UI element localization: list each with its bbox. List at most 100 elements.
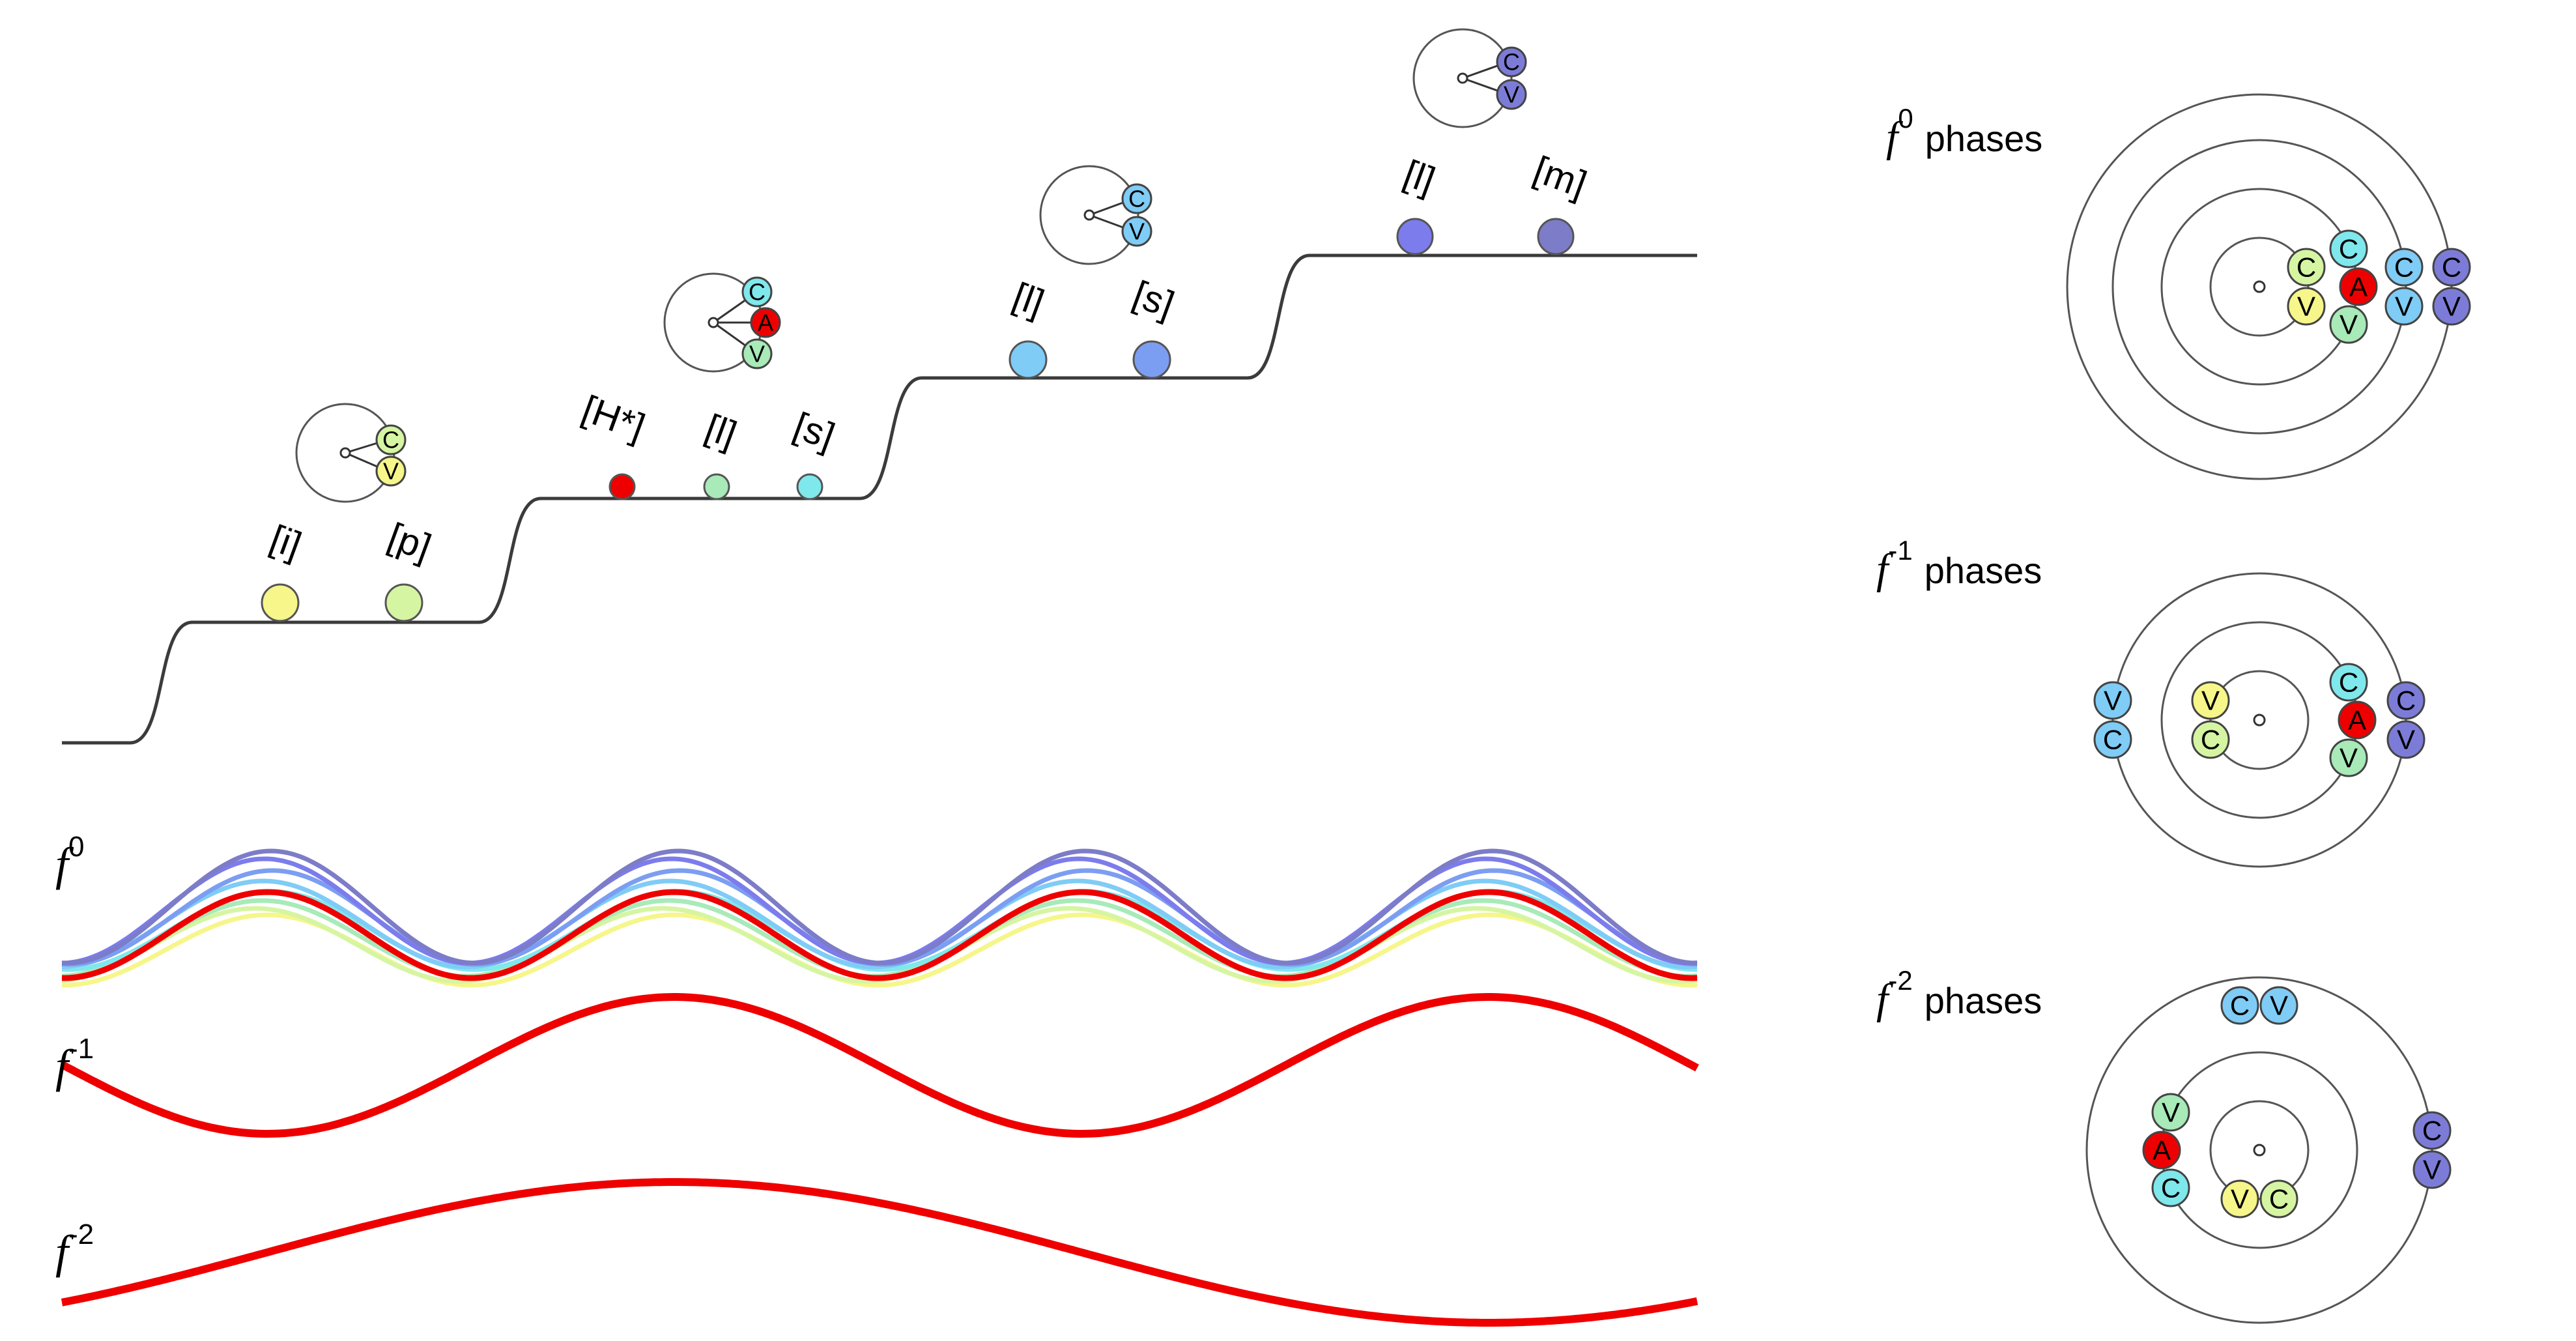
phase-bubble-c4 (2386, 681, 2426, 720)
gesture-diagrams: C V C A V C V (295, 28, 1527, 503)
phase-bubble-v3 (2384, 287, 2424, 326)
segment-label-m: [m] (1528, 148, 1592, 206)
phase-title-f0: f0 phases (1886, 103, 2042, 161)
gesture-bubble-c (1121, 183, 1152, 214)
phase-bubble-a2 (2339, 267, 2378, 306)
phase-bubble-v4 (2412, 1150, 2452, 1189)
phase-bubble-c2 (2329, 229, 2368, 268)
phase-letter-v4: V (2423, 1155, 2441, 1185)
wave-f-minus1 (60, 993, 1699, 1138)
gesture-diagram-step3: C V (1039, 165, 1152, 265)
phase-letter-a2: A (2153, 1135, 2171, 1166)
phase-letter-c1: C (2269, 1184, 2289, 1215)
phase-letter-v3: V (2395, 291, 2413, 322)
phase-bubble-v2 (2151, 1093, 2190, 1132)
wave-label-f-minus1: f-1 (55, 1033, 94, 1092)
phase-letter-v2: V (2340, 743, 2358, 773)
wave-f0-line-l2 (61, 878, 1698, 970)
wave-f0-line-hstar (62, 889, 1698, 981)
gesture-diagram-step1: C V (295, 403, 407, 503)
gesture-ring-step4 (1412, 28, 1513, 128)
phase-bubbles-f-minus2: C V V A C V C C V (2142, 986, 2452, 1218)
phase-bubble-v4 (2432, 287, 2471, 326)
phase-ring-outer (2111, 572, 2407, 868)
phase-letter-c4: C (2396, 685, 2416, 716)
gesture-bubble-a (750, 307, 781, 338)
segment-dot-s1 (796, 473, 823, 500)
segment-dot-i (261, 583, 300, 622)
phase-letter-v3: V (2270, 990, 2288, 1021)
phase-center (2253, 1144, 2266, 1157)
gesture-bubble-v (1121, 216, 1152, 247)
wave-f-minus2 (61, 1178, 1698, 1327)
phase-bubble-c3 (2093, 720, 2132, 759)
gesture-letter-c: C (1503, 49, 1520, 76)
gesture-letter-v: V (749, 341, 765, 368)
gesture-center-step2 (708, 317, 719, 328)
phase-letter-c2: C (2161, 1173, 2181, 1204)
phase-bubble-v3 (2259, 986, 2298, 1025)
gesture-letter-v: V (383, 458, 399, 485)
segment-label-l1: [l] (700, 406, 742, 456)
segment-dot-m (1537, 218, 1575, 255)
phase-ring-1 (2209, 1100, 2310, 1200)
phase-letter-c2: C (2339, 667, 2358, 698)
segment-label-l2: [l] (1007, 274, 1050, 324)
gesture-center-step3 (1083, 209, 1095, 221)
gesture-diagram-step4: C V (1412, 28, 1527, 128)
phase-letter-v4: V (2442, 291, 2461, 322)
segment-label-i: [i] (265, 517, 307, 567)
wave-f0-line-m (61, 848, 1698, 966)
phase-letter-v1: V (2297, 291, 2315, 322)
gesture-bubble-c (375, 424, 407, 455)
gesture-bubble-v (741, 338, 773, 369)
phase-panel-f-minus1: f-1 phases V C C A V V C C V (1876, 535, 2426, 868)
gesture-bubble-v (1496, 79, 1527, 110)
phase-letter-c4: C (2442, 252, 2461, 283)
phase-letter-c4: C (2422, 1116, 2442, 1146)
phase-bubble-a2 (2142, 1131, 2181, 1170)
phase-bubble-c1 (2287, 248, 2326, 287)
phase-bubble-v2 (2329, 305, 2368, 344)
segment-dot-p (384, 583, 423, 622)
phase-letter-c1: C (2201, 725, 2220, 755)
phase-letter-v1: V (2231, 1184, 2249, 1215)
segment-label-s1: [s] (788, 405, 840, 458)
phase-bubble-c4 (2412, 1111, 2452, 1150)
gesture-letter-v: V (1504, 81, 1519, 108)
phase-bubble-v3 (2093, 681, 2132, 720)
phase-bubble-c4 (2432, 248, 2471, 287)
phase-ring-1 (2209, 670, 2310, 770)
phase-letter-c2: C (2339, 234, 2358, 265)
phase-bubble-c3 (2384, 248, 2424, 287)
gesture-bubble-c (1496, 46, 1527, 78)
phase-letter-v2: V (2340, 310, 2358, 340)
phase-bubbles-f-minus1: V C C A V V C C V (2093, 663, 2426, 777)
gesture-bubble-v (375, 455, 407, 487)
phase-bubble-v1 (2287, 287, 2326, 326)
phase-letter-a2: A (2349, 272, 2368, 302)
gesture-letter-a: A (758, 310, 773, 336)
gesture-diagram-step2: C A V (663, 272, 781, 373)
segment-label-l3: [l] (1398, 152, 1440, 202)
phase-bubbles-f0: C V C A V C V C V (2287, 229, 2471, 344)
segment-markers: [i] [p] [H*] [l] [s] [l] [s] [l] [m] (261, 148, 1592, 622)
phase-bubble-v1 (2220, 1179, 2259, 1218)
staircase (62, 253, 1697, 745)
gesture-letter-c: C (382, 427, 399, 454)
gesture-letter-c: C (749, 279, 766, 306)
phase-ring-outer (2066, 93, 2453, 480)
segment-dot-s2 (1132, 340, 1171, 379)
phase-panel-f0: f0 phases C V C A V C V C V (1886, 93, 2471, 480)
phase-letter-c3: C (2103, 725, 2123, 755)
segment-label-hstar: [H*] (577, 388, 650, 449)
phase-bubble-v2 (2329, 738, 2368, 777)
phase-bubble-c1 (2191, 720, 2230, 759)
wave-f0-group (61, 848, 1698, 988)
segment-dot-l3 (1396, 218, 1434, 255)
segment-dot-l1 (703, 473, 730, 500)
segment-label-p: [p] (382, 515, 436, 569)
phase-bubble-c2 (2151, 1168, 2190, 1207)
wave-label-f0: f0 (55, 831, 85, 890)
